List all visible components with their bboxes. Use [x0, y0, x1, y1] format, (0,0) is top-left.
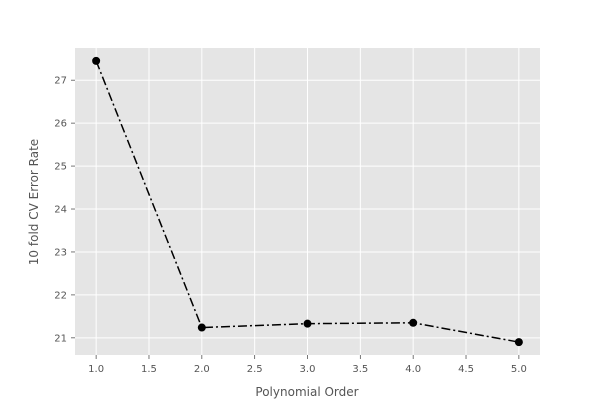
data-point — [514, 338, 523, 347]
y-tick-label: 23 — [54, 247, 67, 258]
x-axis-ticks: 1.0 1.5 2.0 2.5 3.0 3.5 4.0 4.5 5.0 — [88, 355, 527, 375]
x-tick-label: 2.0 — [194, 364, 210, 375]
x-tick-label: 1.5 — [141, 364, 157, 375]
x-tick-label: 3.5 — [352, 364, 368, 375]
data-point — [197, 323, 206, 332]
y-axis-label: 10 fold CV Error Rate — [27, 139, 41, 265]
data-point — [409, 318, 418, 327]
x-tick-label: 1.0 — [88, 364, 104, 375]
y-tick-label: 22 — [54, 290, 67, 301]
y-tick-label: 21 — [54, 333, 67, 344]
y-tick-label: 24 — [54, 205, 67, 216]
grid — [75, 48, 540, 355]
data-points — [92, 56, 523, 347]
y-tick-label: 25 — [54, 162, 67, 173]
x-tick-label: 4.5 — [458, 364, 474, 375]
data-point — [92, 56, 101, 65]
x-tick-label: 5.0 — [511, 364, 527, 375]
x-axis-label: Polynomial Order — [255, 385, 358, 399]
data-point — [303, 319, 312, 328]
x-tick-label: 2.5 — [247, 364, 263, 375]
y-axis-ticks: 21 22 23 24 25 26 27 — [54, 76, 75, 344]
x-tick-label: 4.0 — [405, 364, 421, 375]
y-tick-label: 27 — [54, 76, 67, 87]
x-tick-label: 3.0 — [300, 364, 316, 375]
y-tick-label: 26 — [54, 119, 67, 130]
